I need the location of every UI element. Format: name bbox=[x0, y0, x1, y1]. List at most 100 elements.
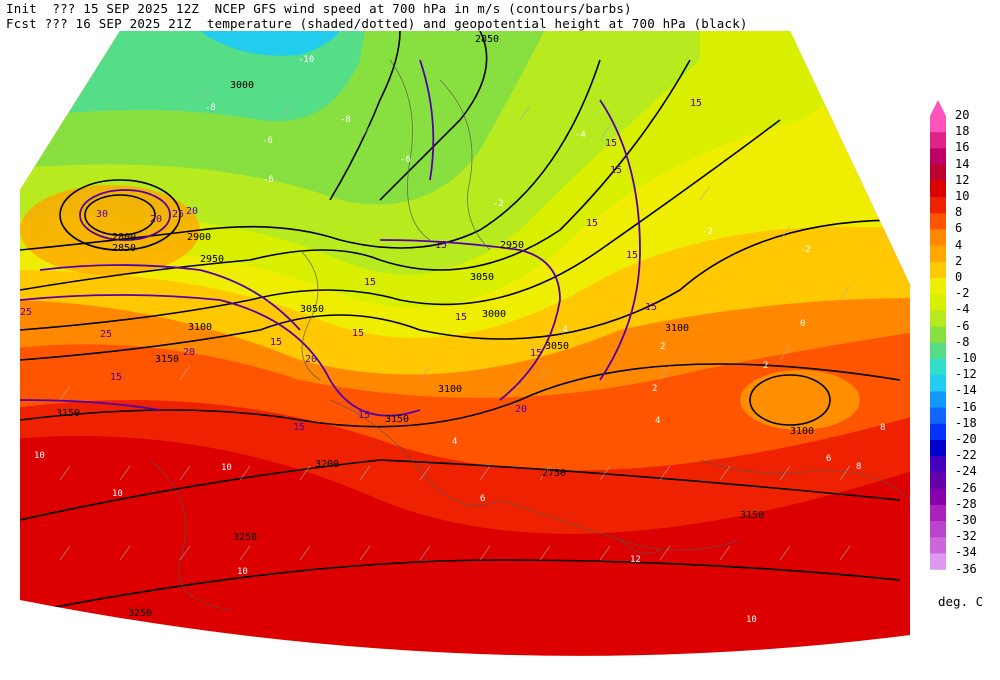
tlabel: -6 bbox=[263, 175, 274, 185]
colorbar-tick-label: -14 bbox=[955, 383, 977, 398]
hlabel: 2900 bbox=[187, 232, 211, 243]
wlabel: 15 bbox=[645, 302, 657, 313]
wlabel: 25 bbox=[100, 329, 112, 340]
tlabel: 10 bbox=[237, 567, 248, 577]
hlabel: 3000 bbox=[482, 309, 506, 320]
colorbar-tick-label: -22 bbox=[955, 448, 977, 463]
tlabel: 2 bbox=[660, 342, 665, 352]
colorbar-arrow bbox=[930, 100, 946, 116]
wlabel: 25 bbox=[172, 209, 184, 220]
tlabel: 6 bbox=[826, 454, 831, 464]
colorbar-swatch bbox=[930, 504, 946, 522]
wlabel: 30 bbox=[96, 209, 108, 220]
tlabel: 10 bbox=[112, 489, 123, 499]
colorbar-swatch bbox=[930, 132, 946, 149]
tlabel: 0 bbox=[800, 319, 805, 329]
wind-contours bbox=[20, 59, 641, 417]
wind-barbs bbox=[59, 85, 851, 561]
tlabel: -6 bbox=[400, 155, 411, 165]
colorbar-swatch bbox=[930, 423, 946, 441]
colorbar-tick-label: 4 bbox=[955, 237, 963, 252]
temp-labels: -10 -8 -8 -6 -6 -6 -4 -4 -2 -2 -2 0 2 2 … bbox=[34, 55, 885, 625]
wlabel: 20 bbox=[186, 206, 198, 217]
colorbar-swatch bbox=[930, 213, 946, 230]
hlabel: 2800 bbox=[112, 232, 136, 243]
tlabel: 8 bbox=[880, 423, 885, 433]
colorbar-tick-label: -24 bbox=[955, 464, 977, 479]
colorbar-swatch bbox=[930, 278, 946, 295]
hlabel: 3150 bbox=[56, 408, 80, 419]
tlabel: -2 bbox=[702, 227, 713, 237]
hlabel: 2850 bbox=[112, 243, 136, 254]
hlabel: 3050 bbox=[470, 272, 494, 283]
colorbar-units: deg. C bbox=[938, 594, 984, 609]
colorbar-swatch bbox=[930, 164, 946, 182]
colorbar-swatch bbox=[930, 229, 946, 247]
hlabel: 3150 bbox=[740, 510, 764, 521]
hlabel: 3150 bbox=[155, 354, 179, 365]
hlabel: 3250 bbox=[233, 532, 257, 543]
colorbar-swatch bbox=[930, 342, 946, 360]
wlabel: 15 bbox=[358, 410, 370, 421]
colorbar-swatch bbox=[930, 375, 946, 392]
hlabel: 2750 bbox=[542, 468, 566, 479]
hlabel: 3050 bbox=[300, 304, 324, 315]
colorbar-swatch bbox=[930, 553, 946, 570]
colorbar-tick-label: -30 bbox=[955, 513, 977, 527]
colorbar-swatch bbox=[930, 116, 946, 133]
hlabel: 2950 bbox=[500, 240, 524, 251]
wlabel: 15 bbox=[270, 337, 282, 348]
tlabel: 10 bbox=[221, 463, 232, 473]
header-line-init: Init ??? 15 SEP 2025 12Z NCEP GFS wind s… bbox=[6, 1, 632, 16]
colorbar-swatch bbox=[930, 245, 946, 263]
header-line-forecast: Fcst ??? 16 SEP 2025 21Z temperature (sh… bbox=[6, 16, 748, 31]
height-contours bbox=[20, 31, 901, 611]
tlabel: -8 bbox=[205, 103, 216, 113]
colorbar-tick-label: -36 bbox=[955, 561, 977, 576]
colorbar-tick-label: 16 bbox=[955, 140, 970, 155]
hlabel: 2950 bbox=[200, 254, 224, 265]
wlabel: 15 bbox=[435, 240, 447, 251]
colorbar-tick-label: 6 bbox=[955, 221, 963, 236]
colorbar-swatch bbox=[930, 440, 946, 457]
colorbar-swatch bbox=[930, 391, 946, 409]
tlabel: -6 bbox=[262, 136, 273, 146]
tlabel: -2 bbox=[493, 199, 504, 209]
tlabel: 6 bbox=[480, 494, 485, 504]
tlabel: 12 bbox=[630, 555, 641, 565]
hlabel: 3150 bbox=[385, 414, 409, 425]
wlabel: 15 bbox=[586, 218, 598, 229]
tlabel: -2 bbox=[800, 245, 811, 255]
colorbar-tick-label: -18 bbox=[955, 415, 977, 430]
colorbar-tick-label: -26 bbox=[955, 480, 977, 495]
wlabel: 20 bbox=[305, 354, 317, 365]
tlabel: 2 bbox=[763, 361, 768, 371]
colorbar-swatch bbox=[930, 537, 946, 554]
colorbar-swatch bbox=[930, 326, 946, 344]
colorbar-tick-label: -10 bbox=[955, 351, 977, 365]
colorbar-swatch bbox=[930, 294, 946, 311]
hlabel: 3250 bbox=[128, 608, 152, 619]
colorbar-swatch bbox=[930, 407, 946, 425]
wlabel: 15 bbox=[530, 348, 542, 359]
colorbar-tick-label: 12 bbox=[955, 172, 970, 187]
colorbar-tick-label: -6 bbox=[955, 318, 970, 333]
wlabel: 15 bbox=[605, 138, 617, 149]
colorbar-tick-label: -28 bbox=[955, 496, 977, 511]
colorbar bbox=[930, 100, 946, 570]
colorbar-tick-label: -8 bbox=[955, 334, 970, 349]
hlabel: 3100 bbox=[665, 323, 689, 334]
tlabel: -4 bbox=[557, 325, 568, 335]
tlabel: 4 bbox=[452, 437, 457, 447]
colorbar-tick-label: 8 bbox=[955, 205, 963, 220]
tlabel: 8 bbox=[856, 462, 861, 472]
colorbar-tick-label: -20 bbox=[955, 432, 977, 446]
wlabel: 20 bbox=[150, 214, 162, 225]
wlabel: 15 bbox=[455, 312, 467, 323]
colorbar-tick-label: -12 bbox=[955, 367, 977, 382]
colorbar-tick-label: 18 bbox=[955, 124, 970, 139]
tlabel: 4 bbox=[655, 416, 660, 426]
colorbar-swatch bbox=[930, 180, 946, 198]
